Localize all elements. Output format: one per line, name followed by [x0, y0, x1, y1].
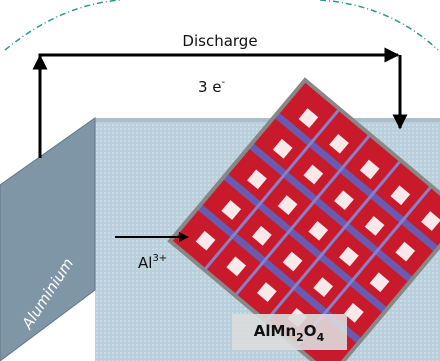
box-edge [95, 118, 440, 122]
electrons-base: 3 e [198, 78, 222, 96]
ion-sup: 3+ [152, 253, 167, 264]
compound-part: O [304, 322, 317, 340]
diagram: Discharge 3 e- Al3+ Aluminium AlMn2O4 [0, 0, 440, 361]
compound-sub: 4 [317, 331, 325, 344]
ion-base: Al [138, 254, 152, 272]
compound-part: AlMn [254, 322, 296, 340]
electrons-sup: - [222, 77, 226, 88]
discharge-label: Discharge [182, 32, 257, 50]
aluminium-plate [0, 118, 95, 361]
electrons-label: 3 e- [198, 77, 226, 96]
compound-sub: 2 [296, 331, 304, 344]
